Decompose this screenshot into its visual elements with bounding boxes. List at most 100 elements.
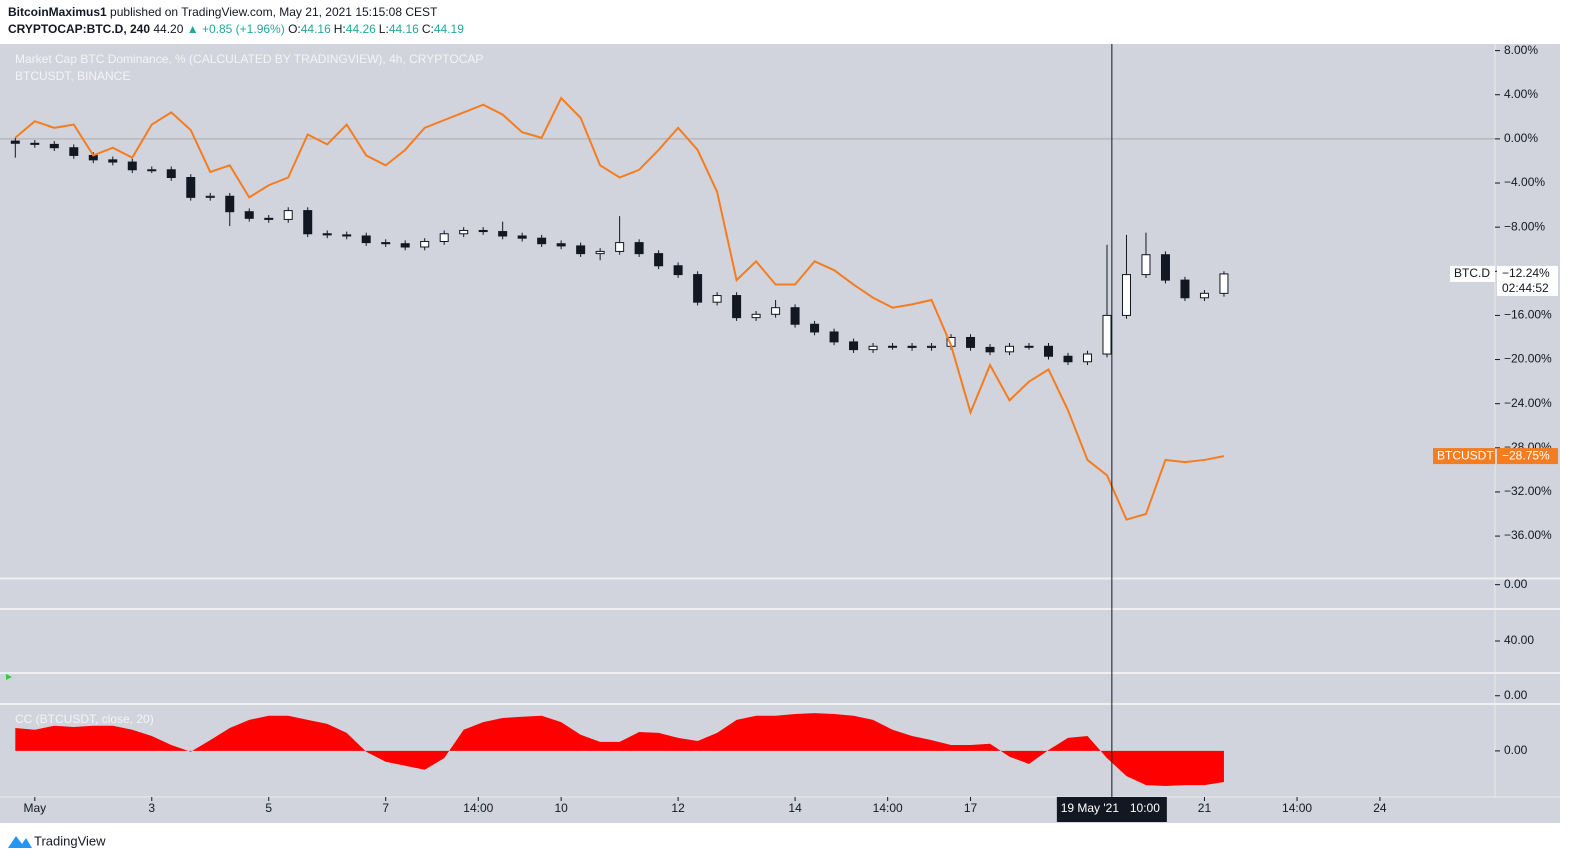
cc-area	[15, 713, 1224, 786]
ohlc-label: C:	[421, 22, 434, 36]
candle-body	[576, 245, 586, 255]
candle-body	[810, 323, 820, 333]
ohlc-value: 44.16	[300, 22, 331, 36]
candle-body	[439, 233, 449, 242]
candle-body	[69, 147, 79, 156]
x-tick-label: 3	[148, 801, 155, 815]
candle-body	[303, 210, 313, 235]
crosshair-time: 10:00	[1130, 801, 1160, 815]
candle-body	[654, 253, 664, 267]
candle-body	[225, 195, 235, 213]
candle-body	[790, 307, 800, 325]
ohlc-label: O:	[288, 22, 301, 36]
price-axis-box	[1497, 448, 1558, 465]
candle-body	[1121, 274, 1131, 316]
price-label-name: BTC.D	[1454, 266, 1490, 280]
candle-body	[556, 243, 566, 247]
footer-brand: TradingView	[34, 833, 106, 848]
candle-body	[771, 307, 781, 315]
candle-body	[615, 242, 625, 252]
price-label-box	[1450, 265, 1495, 282]
candle-body	[888, 345, 898, 348]
candle-body	[1005, 345, 1015, 353]
y-tick-label: 0.00	[1504, 743, 1528, 757]
candle-body	[634, 242, 644, 255]
ohlc-value: 44.26	[345, 22, 376, 36]
candle-body	[361, 235, 371, 244]
price-axis-box	[1497, 265, 1558, 296]
price-axis-label: −28.75%	[1502, 448, 1550, 462]
candle-body	[712, 295, 722, 303]
tradingview-logo	[8, 836, 32, 848]
price-label-name: BTCUSDT	[1437, 448, 1494, 462]
y-tick-label: 0.00	[1504, 577, 1528, 591]
candle-body	[1024, 345, 1034, 348]
crosshair-date: 19 May '21	[1061, 801, 1120, 815]
candle-body	[1102, 314, 1112, 355]
candle-body	[751, 313, 761, 319]
x-tick-label: 10	[554, 801, 568, 815]
candle-body	[283, 210, 293, 220]
candle-body	[732, 295, 742, 319]
candle-body	[127, 161, 137, 171]
candle-body	[322, 233, 332, 236]
candle-body	[966, 336, 976, 348]
publisher: BitcoinMaximus1	[8, 5, 107, 19]
candle-body	[1180, 279, 1190, 299]
candle-body	[1063, 355, 1073, 363]
price-label-box	[1433, 448, 1495, 465]
header-line-1: BitcoinMaximus1 published on TradingView…	[8, 5, 437, 19]
x-tick-label: 14	[788, 801, 802, 815]
y-tick-label: −16.00%	[1504, 308, 1552, 322]
candle-body	[1082, 353, 1092, 363]
main-title: Market Cap BTC Dominance, % (CALCULATED …	[15, 52, 483, 66]
x-tick-label: 17	[964, 801, 978, 815]
candle-body	[927, 345, 937, 348]
y-tick-label: −4.00%	[1504, 175, 1545, 189]
y-tick-label: 0.00	[1504, 688, 1528, 702]
arrow: ▲	[186, 22, 199, 36]
last: 44.20	[153, 22, 184, 36]
x-tick-label: 12	[671, 801, 685, 815]
candle-body	[186, 177, 196, 198]
candle-body	[49, 143, 59, 149]
candle-body	[1219, 273, 1229, 294]
price-axis-label: −12.24%	[1502, 266, 1550, 280]
ohlc-value: 44.19	[433, 22, 464, 36]
x-tick-label: 14:00	[1282, 801, 1312, 815]
candle-body	[108, 159, 118, 163]
y-tick-label: −36.00%	[1504, 528, 1552, 542]
ohlc: O:44.16 H:44.26 L:44.16 C:44.19	[288, 22, 467, 36]
candle-body	[1044, 345, 1054, 357]
candle-body	[1141, 254, 1151, 276]
change: +0.85 (+1.96%)	[201, 22, 285, 36]
candle-body	[693, 274, 703, 303]
candle-body	[849, 341, 859, 351]
x-tick-label: May	[23, 801, 46, 815]
y-tick-label: −8.00%	[1504, 219, 1545, 233]
ohlc-label: H:	[333, 22, 346, 36]
y-tick-label: −32.00%	[1504, 484, 1552, 498]
candle-body	[985, 346, 995, 353]
candle-body	[147, 169, 157, 172]
candle-body	[517, 235, 527, 239]
series-legend: BTCUSDT, BINANCE	[15, 69, 130, 83]
candle-body	[264, 217, 274, 220]
y-tick-label: −20.00%	[1504, 352, 1552, 366]
y-tick-label: 40.00	[1504, 633, 1534, 647]
x-tick-label: 7	[382, 801, 389, 815]
candle-body	[30, 142, 40, 145]
candle-body	[342, 234, 352, 237]
y-tick-label: 0.00%	[1504, 131, 1538, 145]
candle-body	[478, 229, 488, 233]
candle-body	[1199, 292, 1209, 299]
ohlc-value: 44.16	[388, 22, 419, 36]
marker	[6, 674, 12, 680]
candle-body	[498, 231, 508, 237]
published: published on TradingView.com, May 21, 20…	[110, 5, 438, 19]
candle-body	[10, 140, 20, 144]
line	[14, 96, 1225, 521]
y-tick-label: 4.00%	[1504, 87, 1538, 101]
candle-body	[244, 211, 254, 219]
